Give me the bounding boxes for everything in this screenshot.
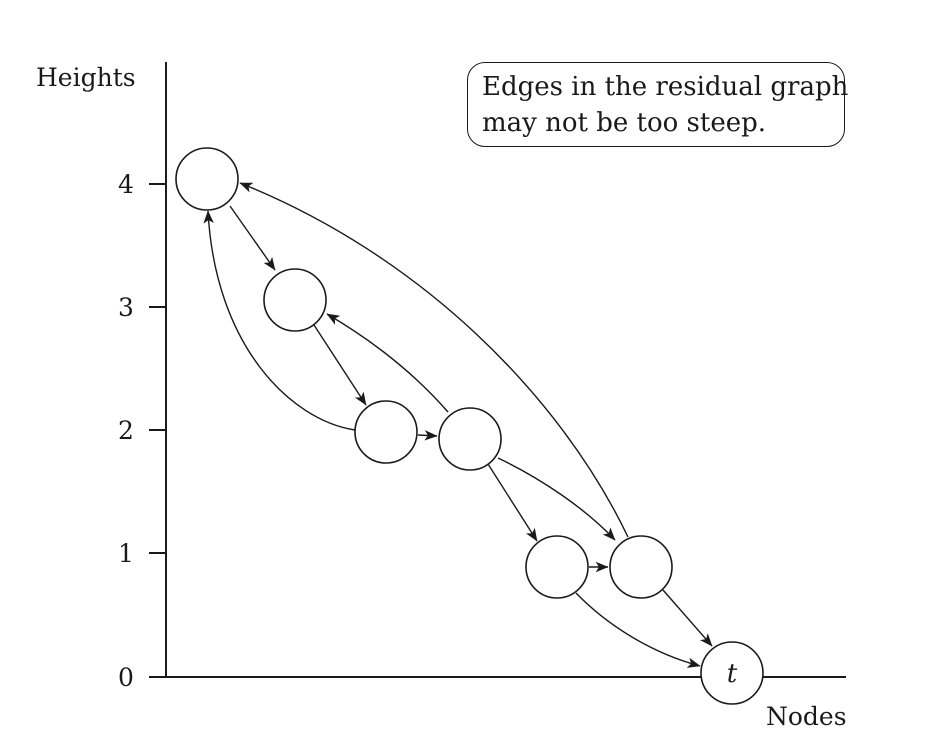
- y-tick-label-2: 2: [118, 416, 134, 445]
- y-tick-label-4: 4: [118, 170, 134, 199]
- x-axis-label: Nodes: [766, 702, 847, 731]
- y-tick-label-3: 3: [118, 293, 134, 322]
- node-height-1-right: [609, 535, 673, 599]
- edge-n5-t: [575, 592, 701, 668]
- edge-n2-n3: [313, 324, 367, 406]
- edge-n4-n5: [487, 463, 538, 542]
- node-sink-label: t: [727, 659, 738, 689]
- callout-note: Edges in the residual graph may not be t…: [467, 62, 849, 147]
- edge-n4-n6: [497, 457, 616, 541]
- node-height-3: [263, 268, 327, 332]
- edge-n6-n1: [239, 182, 629, 538]
- node-height-1-left: [525, 535, 589, 599]
- edge-n4-n2: [326, 313, 449, 413]
- edge-n3-n1: [203, 210, 356, 431]
- edge-n6-t: [662, 589, 713, 647]
- callout-line-1: Edges in the residual graph: [482, 72, 849, 102]
- node-height-2-left: [354, 400, 418, 464]
- y-axis-label: Heights: [36, 63, 136, 92]
- node-height-4: [175, 147, 239, 211]
- edge-n3-n4: [417, 430, 438, 441]
- y-tick-label-1: 1: [118, 539, 134, 568]
- y-tick-label-0: 0: [118, 663, 134, 692]
- node-sink-t: [700, 641, 764, 705]
- callout-line-2: may not be too steep.: [482, 108, 767, 138]
- node-height-2-right: [438, 407, 502, 471]
- edge-n1-n2: [229, 205, 276, 271]
